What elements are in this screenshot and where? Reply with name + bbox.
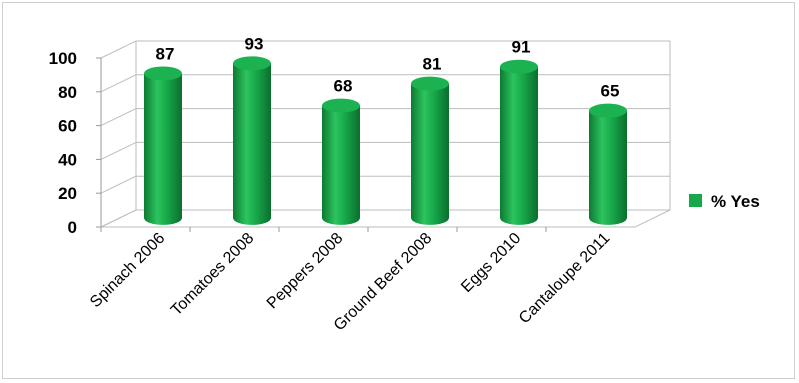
- bar: [233, 56, 271, 225]
- chart-frame: 0 20 40 60 80 100 87 Spinach 2006 93 Tomatoes 200…: [2, 2, 795, 379]
- bar-body: [144, 73, 182, 225]
- legend-swatch: [689, 194, 702, 207]
- category-label: Cantaloupe 2011: [516, 230, 613, 327]
- chart-svg: 0 20 40 60 80 100 87 Spinach 2006 93 Tomatoes 200…: [49, 34, 760, 335]
- bar: [589, 103, 627, 225]
- y-tick-label: 60: [58, 117, 77, 136]
- gridline-depth: [100, 40, 137, 59]
- data-label: 65: [601, 82, 620, 101]
- bar-top: [411, 76, 449, 91]
- bar: [500, 59, 538, 225]
- gridline-depth: [100, 141, 137, 160]
- y-tick-label: 20: [58, 184, 77, 203]
- bars: [144, 56, 627, 225]
- bar-body: [233, 63, 271, 225]
- legend: % Yes: [689, 192, 760, 211]
- gridline-depth: [100, 175, 137, 194]
- category-label: Spinach 2006: [87, 230, 168, 311]
- gridline-depth: [100, 108, 137, 127]
- bar-top: [144, 66, 182, 81]
- category-label: Eggs 2010: [458, 230, 524, 296]
- bar-body: [589, 110, 627, 225]
- bar-body: [411, 83, 449, 225]
- bar-body: [322, 105, 360, 225]
- y-tick-label: 40: [58, 150, 77, 169]
- bar: [322, 98, 360, 225]
- y-tick-label: 0: [68, 218, 77, 237]
- data-label: 87: [156, 44, 175, 63]
- bar-top: [500, 59, 538, 74]
- gridline-depth: [100, 74, 137, 93]
- bar: [411, 76, 449, 225]
- chart-floor: [100, 209, 671, 228]
- bar-top: [233, 56, 271, 71]
- category-label: Ground Beef 2008: [331, 230, 436, 335]
- gridlines: [100, 40, 671, 228]
- category-label: Peppers 2008: [264, 230, 347, 313]
- axes: [96, 57, 671, 232]
- data-label: 91: [512, 38, 531, 57]
- bar: [144, 66, 182, 225]
- y-tick-label: 100: [49, 49, 77, 68]
- data-label: 81: [423, 55, 442, 74]
- bar-top: [589, 103, 627, 118]
- bar-body: [500, 66, 538, 225]
- data-label: 93: [245, 34, 264, 53]
- data-label: 68: [334, 77, 353, 96]
- bar-top: [322, 98, 360, 113]
- category-label: Tomatoes 2008: [168, 230, 257, 319]
- legend-label: % Yes: [711, 192, 760, 211]
- y-tick-label: 80: [58, 83, 77, 102]
